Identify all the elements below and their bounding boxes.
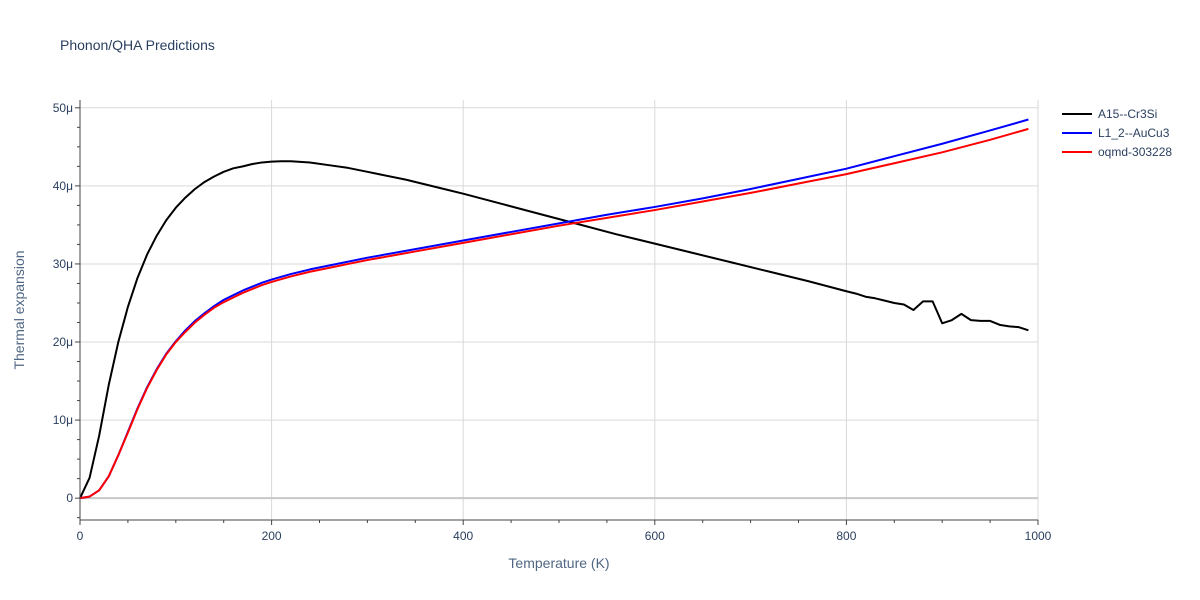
- x-tick-label: 600: [645, 529, 665, 543]
- x-tick-labels: 0 200 400 600 800 1000: [77, 529, 1052, 543]
- series-layer: [79, 118, 1029, 500]
- y-tick-label: 30μ: [53, 257, 73, 271]
- grid: [80, 100, 1039, 520]
- y-tick-labels: 0 10μ 20μ 30μ 40μ 50μ: [53, 101, 74, 505]
- y-tick-label: 10μ: [53, 413, 73, 427]
- legend-item[interactable]: oqmd-303228: [1062, 145, 1172, 159]
- legend-label: A15--Cr3Si: [1098, 107, 1157, 121]
- legend-item[interactable]: L1_2--AuCu3: [1062, 126, 1170, 140]
- legend: A15--Cr3Si L1_2--AuCu3 oqmd-303228: [1062, 107, 1172, 159]
- x-tick-label: 0: [77, 529, 84, 543]
- x-tick-label: 1000: [1025, 529, 1052, 543]
- y-tick-label: 0: [66, 491, 73, 505]
- chart-title: Phonon/QHA Predictions: [60, 37, 215, 53]
- x-tick-label: 200: [262, 529, 282, 543]
- x-axis-label: Temperature (K): [508, 555, 609, 571]
- y-tick-label: 50μ: [53, 101, 73, 115]
- y-tick-label: 40μ: [53, 179, 73, 193]
- y-axis-label: Thermal expansion: [11, 250, 27, 369]
- axes: [75, 100, 1039, 525]
- x-tick-label: 400: [453, 529, 473, 543]
- legend-item[interactable]: A15--Cr3Si: [1062, 107, 1157, 121]
- legend-label: oqmd-303228: [1098, 145, 1172, 159]
- y-tick-label: 20μ: [53, 335, 73, 349]
- x-tick-label: 800: [836, 529, 856, 543]
- series-line-1: [79, 160, 1029, 499]
- series-line-3: [79, 127, 1029, 500]
- legend-label: L1_2--AuCu3: [1098, 126, 1170, 140]
